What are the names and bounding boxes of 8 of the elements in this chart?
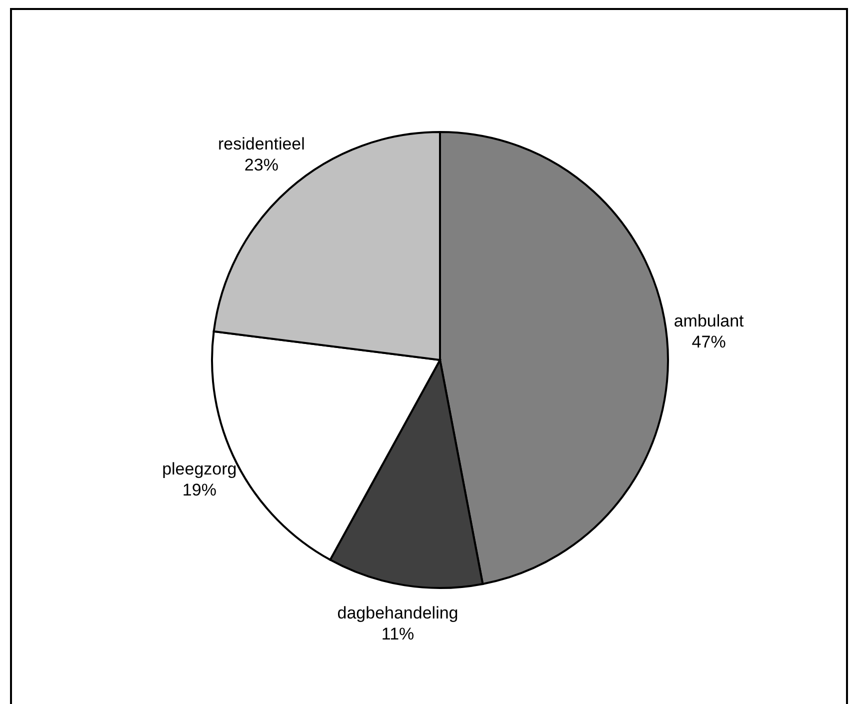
slice-label: ambulant	[674, 312, 744, 331]
data-label: 23%	[244, 155, 278, 174]
slice-label: residentieel	[218, 134, 305, 154]
data-label: 11%	[381, 624, 414, 644]
data-label: 19%	[182, 480, 216, 500]
slice-label: dagbehandeling	[337, 604, 458, 623]
slice-label: pleegzorg	[162, 460, 237, 479]
data-label: 47%	[692, 332, 726, 352]
